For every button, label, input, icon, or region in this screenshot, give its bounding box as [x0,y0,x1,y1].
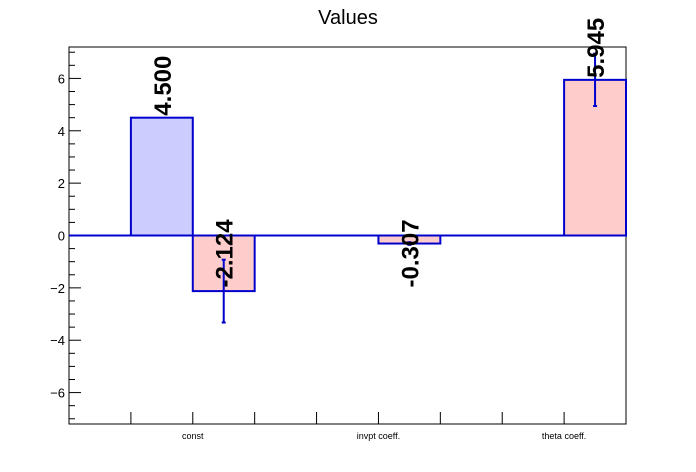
chart-title: Values [318,7,378,29]
y-tick-label: 6 [58,71,65,86]
y-tick-label: 2 [58,176,65,191]
y-tick-label: 4 [58,124,65,139]
y-tick-label: −6 [50,386,65,401]
x-category-label: const [182,431,204,441]
data-label: -0.307 [397,219,424,287]
x-category-label: invpt coeff. [357,431,400,441]
data-label: 4.500 [150,56,177,116]
x-axis: const invpt coeff. theta coeff. [130,412,586,441]
data-labels-group: 4.500 -2.124 -0.307 5.945 [150,18,610,288]
y-tick-label: −4 [50,333,65,348]
y-axis: −6 −4 −2 0 2 4 6 [50,51,81,420]
y-tick-label: 0 [58,229,65,244]
y-tick-label: −2 [50,281,65,296]
bars-group [69,52,627,324]
data-label: -2.124 [212,219,239,288]
x-category-label: theta coeff. [542,431,586,441]
data-label: 5.945 [583,18,610,78]
bar [129,116,194,237]
